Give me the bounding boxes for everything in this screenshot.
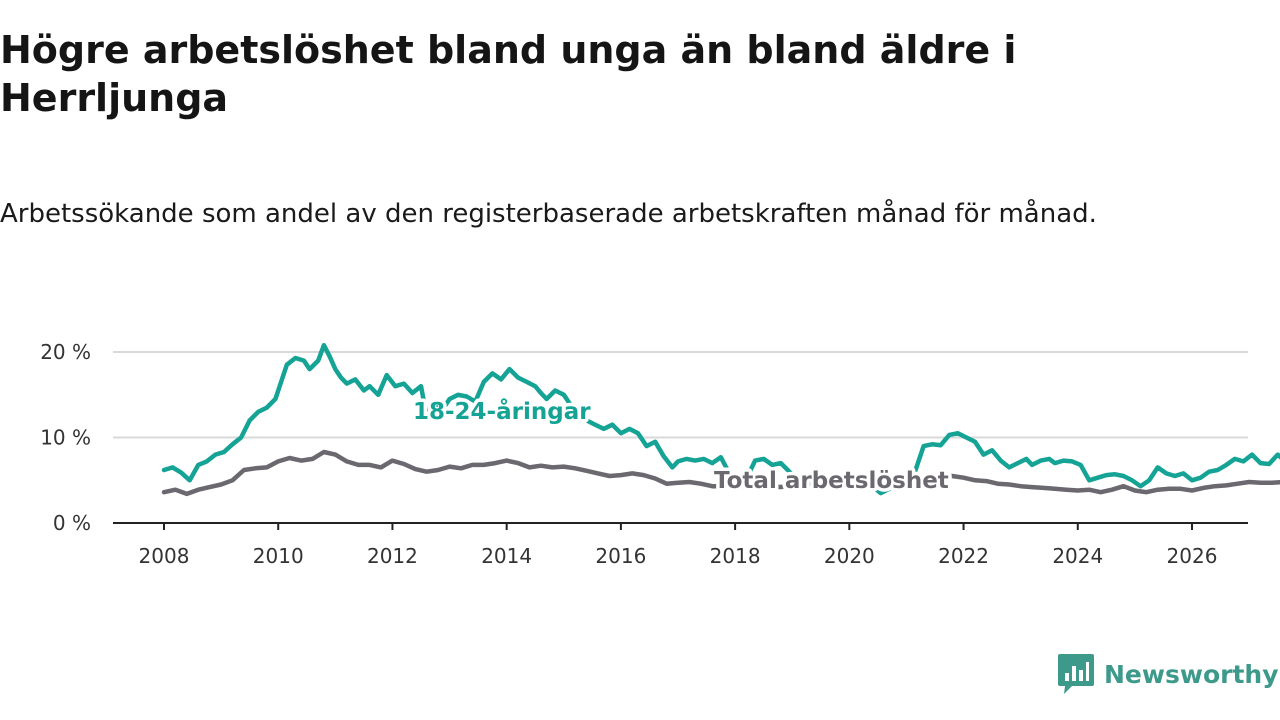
brand-name: Newsworthy [1104,659,1279,689]
y-tick-label: 0 % [53,511,91,535]
x-tick-label: 2026 [1167,544,1218,568]
newsworthy-logo-icon [1058,654,1094,694]
y-tick-label: 10 % [40,426,91,450]
chart-subtitle: Arbetssökande som andel av den registerb… [0,199,1097,229]
x-tick-label: 2016 [595,544,646,568]
x-tick-label: 2024 [1052,544,1103,568]
x-tick-label: 2014 [481,544,532,568]
x-tick-label: 2020 [824,544,875,568]
brand-logo[interactable]: Newsworthy [1058,654,1279,694]
series-line-total [161,449,1280,497]
x-tick-label: 2008 [139,544,190,568]
series-label-youth: 18-24-åringar [413,398,591,425]
line-chart: 0 % 10 % 20 % 2008 2010 2012 2014 2016 2018 2020 2… [40,340,1280,568]
x-tick-label: 2018 [710,544,761,568]
x-tick-label: 2022 [938,544,989,568]
x-tick-label: 2012 [367,544,418,568]
x-tick-label: 2010 [253,544,304,568]
series-label-total: Total arbetslöshet [714,468,949,494]
chart-title: Högre arbetslöshet bland unga än bland ä… [0,28,1017,120]
y-tick-label: 20 % [40,340,91,364]
series-line-youth [161,342,1280,496]
